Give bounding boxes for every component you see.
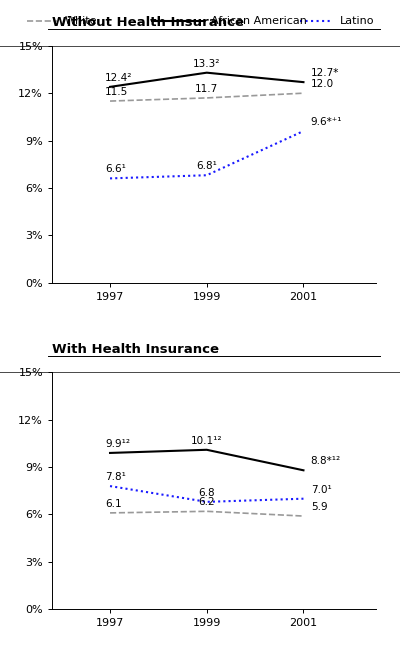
Text: 12.7*: 12.7* xyxy=(311,68,339,78)
Text: 6.6¹: 6.6¹ xyxy=(105,164,126,174)
Text: 10.1¹²: 10.1¹² xyxy=(191,436,222,446)
Text: 6.8: 6.8 xyxy=(198,488,215,498)
Text: 7.8¹: 7.8¹ xyxy=(105,472,126,482)
Text: African American: African American xyxy=(211,16,307,26)
Text: 12.4²: 12.4² xyxy=(105,73,132,83)
Text: Without Health Insurance: Without Health Insurance xyxy=(52,16,244,29)
Text: 9.9¹²: 9.9¹² xyxy=(105,439,130,449)
Text: 8.8*¹²: 8.8*¹² xyxy=(311,457,341,466)
Text: 11.7: 11.7 xyxy=(195,84,218,94)
Text: 6.2: 6.2 xyxy=(198,497,215,508)
Text: Latino: Latino xyxy=(340,16,375,26)
Text: 6.1: 6.1 xyxy=(105,499,122,509)
Text: 12.0: 12.0 xyxy=(311,79,334,89)
Text: White: White xyxy=(64,16,97,26)
Text: 9.6*⁺¹: 9.6*⁺¹ xyxy=(311,117,342,127)
Text: 7.0¹: 7.0¹ xyxy=(311,485,332,495)
Text: 5.9: 5.9 xyxy=(311,502,327,512)
Text: 13.3²: 13.3² xyxy=(193,59,220,69)
Text: 11.5: 11.5 xyxy=(105,87,128,97)
Text: 6.8¹: 6.8¹ xyxy=(196,161,217,172)
Text: With Health Insurance: With Health Insurance xyxy=(52,343,219,356)
